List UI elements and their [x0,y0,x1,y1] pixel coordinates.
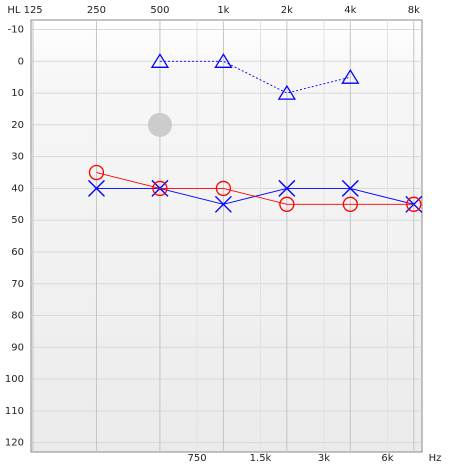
x-tick-label: 4k [344,5,356,16]
x-tick-label: 1k [217,5,229,16]
plot-area [30,19,423,453]
x2-tick-label: 6k [381,453,393,462]
marker-circle [152,180,168,197]
marker-triangle [214,53,233,68]
x2-tick-label: 750 [188,453,207,462]
y-tick-label: 60 [11,247,24,258]
marker-triangle [150,53,170,68]
marker-circle [215,180,232,197]
marker-circle [406,196,422,212]
x2-tick-label: 3k [318,453,330,462]
y-tick-label: 80 [11,311,24,322]
marker-cross [341,179,359,197]
x-tick-label: 2k [281,5,293,16]
marker-triangle [341,68,360,84]
y-tick-label: 30 [11,152,24,163]
y-tick-label: 10 [11,88,24,99]
y-tick-label: 110 [5,406,24,417]
x2-tick-label: 1.5k [250,453,272,462]
series-line [96,172,414,205]
y-tick-label: 50 [11,215,24,226]
y-tick-label: -10 [8,25,24,36]
x-tick-label: 500 [150,5,169,16]
marker-circle [88,164,105,181]
x-tick-label: 250 [87,5,106,16]
y-tick-label: 120 [5,438,24,449]
marker-circle [279,196,295,212]
y-tick-label: 90 [11,342,24,353]
x-tick-label: HL 125 [7,5,42,16]
y-tick-label: 100 [5,374,24,385]
y-tick-label: 20 [11,120,24,131]
y-tick-label: 40 [11,183,24,194]
marker-dot [147,112,172,137]
marker-circle [342,196,358,212]
marker-cross [87,179,105,197]
y-tick-label: 70 [11,279,24,290]
x-axis-unit: Hz [429,453,442,462]
marker-triangle [277,84,297,100]
marker-cross [214,195,232,213]
x-tick-label: 8k [408,5,420,16]
y-tick-label: 0 [18,56,24,67]
marker-cross [278,179,296,197]
